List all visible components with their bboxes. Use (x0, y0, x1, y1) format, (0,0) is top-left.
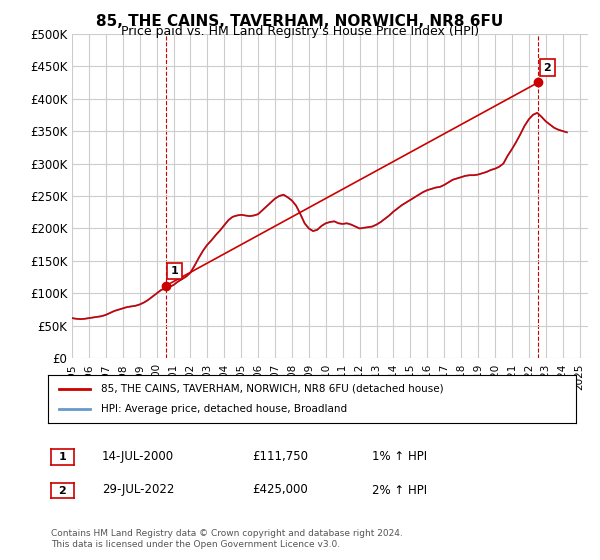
Text: £425,000: £425,000 (252, 483, 308, 497)
Text: 2% ↑ HPI: 2% ↑ HPI (372, 483, 427, 497)
Text: HPI: Average price, detached house, Broadland: HPI: Average price, detached house, Broa… (101, 404, 347, 414)
Text: 14-JUL-2000: 14-JUL-2000 (102, 450, 174, 463)
Text: Price paid vs. HM Land Registry's House Price Index (HPI): Price paid vs. HM Land Registry's House … (121, 25, 479, 38)
Text: 1% ↑ HPI: 1% ↑ HPI (372, 450, 427, 463)
Text: 2: 2 (59, 486, 66, 496)
Text: 85, THE CAINS, TAVERHAM, NORWICH, NR8 6FU (detached house): 85, THE CAINS, TAVERHAM, NORWICH, NR8 6F… (101, 384, 443, 394)
Text: £111,750: £111,750 (252, 450, 308, 463)
Text: 29-JUL-2022: 29-JUL-2022 (102, 483, 175, 497)
Text: 1: 1 (59, 452, 66, 462)
Text: Contains HM Land Registry data © Crown copyright and database right 2024.
This d: Contains HM Land Registry data © Crown c… (51, 529, 403, 549)
Text: 85, THE CAINS, TAVERHAM, NORWICH, NR8 6FU: 85, THE CAINS, TAVERHAM, NORWICH, NR8 6F… (97, 14, 503, 29)
Text: 2: 2 (544, 63, 551, 73)
Text: 1: 1 (171, 266, 179, 276)
